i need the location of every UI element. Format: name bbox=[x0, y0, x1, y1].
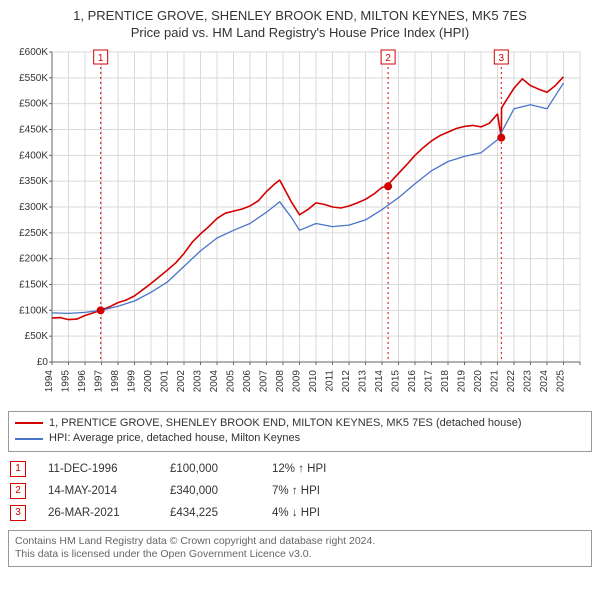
svg-text:2005: 2005 bbox=[226, 369, 237, 392]
svg-text:£550K: £550K bbox=[19, 73, 48, 84]
event-marker: 2 bbox=[10, 483, 26, 499]
event-price: £340,000 bbox=[170, 485, 250, 497]
svg-text:£450K: £450K bbox=[19, 124, 48, 135]
svg-text:2020: 2020 bbox=[473, 369, 484, 392]
svg-text:£0: £0 bbox=[37, 357, 49, 368]
legend-label: 1, PRENTICE GROVE, SHENLEY BROOK END, MI… bbox=[49, 416, 522, 431]
svg-text:1999: 1999 bbox=[127, 369, 138, 392]
legend-box: 1, PRENTICE GROVE, SHENLEY BROOK END, MI… bbox=[8, 411, 592, 452]
chart-title-line2: Price paid vs. HM Land Registry's House … bbox=[8, 25, 592, 42]
svg-text:2001: 2001 bbox=[160, 369, 171, 392]
event-date: 11-DEC-1996 bbox=[48, 463, 148, 475]
svg-text:2019: 2019 bbox=[457, 369, 468, 392]
svg-text:£200K: £200K bbox=[19, 253, 48, 264]
svg-text:£350K: £350K bbox=[19, 176, 48, 187]
event-pct: 12% ↑ HPI bbox=[272, 463, 372, 475]
svg-text:2017: 2017 bbox=[424, 369, 435, 392]
svg-text:1996: 1996 bbox=[77, 369, 88, 392]
svg-text:£600K: £600K bbox=[19, 47, 48, 58]
event-price: £100,000 bbox=[170, 463, 250, 475]
event-date: 14-MAY-2014 bbox=[48, 485, 148, 497]
svg-text:£150K: £150K bbox=[19, 279, 48, 290]
svg-text:2009: 2009 bbox=[292, 369, 303, 392]
svg-text:2007: 2007 bbox=[259, 369, 270, 392]
svg-text:2021: 2021 bbox=[490, 369, 501, 392]
footnote-box: Contains HM Land Registry data © Crown c… bbox=[8, 530, 592, 567]
price-chart-svg: £0 £50K £100K £150K £200K £250K £300K £350K £400… bbox=[8, 42, 588, 402]
svg-text:£300K: £300K bbox=[19, 202, 48, 213]
legend-row: HPI: Average price, detached house, Milt… bbox=[15, 431, 585, 446]
chart-area: £0 £50K £100K £150K £200K £250K £300K £350K £400… bbox=[8, 42, 592, 405]
event-row: 3 26-MAR-2021 £434,225 4% ↓ HPI bbox=[8, 502, 592, 524]
legend-swatch bbox=[15, 422, 43, 424]
svg-text:2008: 2008 bbox=[275, 369, 286, 392]
svg-text:1997: 1997 bbox=[94, 369, 105, 392]
svg-text:2025: 2025 bbox=[556, 369, 567, 392]
svg-text:£400K: £400K bbox=[19, 150, 48, 161]
svg-text:2004: 2004 bbox=[209, 369, 220, 392]
svg-text:£100K: £100K bbox=[19, 305, 48, 316]
svg-text:2011: 2011 bbox=[325, 369, 336, 391]
event-price: £434,225 bbox=[170, 507, 250, 519]
svg-text:1998: 1998 bbox=[110, 369, 121, 392]
svg-text:2022: 2022 bbox=[506, 369, 517, 392]
svg-text:2012: 2012 bbox=[341, 369, 352, 392]
svg-text:1995: 1995 bbox=[61, 369, 72, 392]
event-pct: 7% ↑ HPI bbox=[272, 485, 372, 497]
svg-text:£250K: £250K bbox=[19, 228, 48, 239]
svg-text:2002: 2002 bbox=[176, 369, 187, 392]
chart-title-line1: 1, PRENTICE GROVE, SHENLEY BROOK END, MI… bbox=[8, 8, 592, 25]
event-pct: 4% ↓ HPI bbox=[272, 507, 372, 519]
svg-text:£500K: £500K bbox=[19, 98, 48, 109]
svg-text:2010: 2010 bbox=[308, 369, 319, 392]
svg-text:2024: 2024 bbox=[539, 369, 550, 392]
event-date: 26-MAR-2021 bbox=[48, 507, 148, 519]
event-marker: 3 bbox=[10, 505, 26, 521]
svg-text:£50K: £50K bbox=[25, 331, 49, 342]
legend-row: 1, PRENTICE GROVE, SHENLEY BROOK END, MI… bbox=[15, 416, 585, 431]
event-row: 2 14-MAY-2014 £340,000 7% ↑ HPI bbox=[8, 480, 592, 502]
svg-text:2003: 2003 bbox=[193, 369, 204, 392]
event-marker: 1 bbox=[10, 461, 26, 477]
legend-swatch bbox=[15, 438, 43, 440]
event-row: 1 11-DEC-1996 £100,000 12% ↑ HPI bbox=[8, 458, 592, 480]
svg-text:2006: 2006 bbox=[242, 369, 253, 392]
svg-text:2023: 2023 bbox=[523, 369, 534, 392]
svg-text:2016: 2016 bbox=[407, 369, 418, 392]
footnote-line2: This data is licensed under the Open Gov… bbox=[15, 548, 585, 562]
svg-text:2014: 2014 bbox=[374, 369, 385, 392]
svg-text:1994: 1994 bbox=[44, 369, 55, 392]
events-table: 1 11-DEC-1996 £100,000 12% ↑ HPI 2 14-MAY-201… bbox=[8, 458, 592, 524]
svg-text:2013: 2013 bbox=[358, 369, 369, 392]
svg-text:2018: 2018 bbox=[440, 369, 451, 392]
footnote-line1: Contains HM Land Registry data © Crown c… bbox=[15, 535, 585, 549]
svg-text:1: 1 bbox=[98, 53, 104, 64]
svg-text:2: 2 bbox=[385, 53, 391, 64]
svg-text:2000: 2000 bbox=[143, 369, 154, 392]
svg-text:3: 3 bbox=[499, 53, 505, 64]
svg-text:2015: 2015 bbox=[391, 369, 402, 392]
legend-label: HPI: Average price, detached house, Milt… bbox=[49, 431, 300, 446]
